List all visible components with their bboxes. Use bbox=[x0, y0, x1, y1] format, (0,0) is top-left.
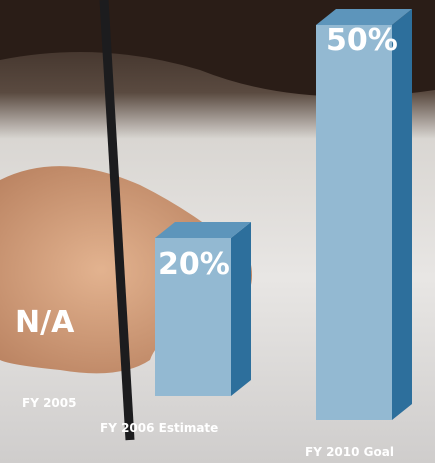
bar-top bbox=[316, 9, 412, 25]
bar-side bbox=[231, 222, 251, 396]
bar-front bbox=[155, 238, 231, 396]
value-label: 20% bbox=[158, 247, 230, 282]
bar-top bbox=[155, 222, 251, 238]
bar bbox=[155, 222, 251, 396]
bar bbox=[316, 9, 412, 420]
category-label: FY 2010 Goal bbox=[305, 445, 394, 459]
bar-front bbox=[316, 25, 392, 420]
category-label: FY 2006 Estimate bbox=[100, 421, 218, 435]
value-label: N/A bbox=[15, 305, 75, 340]
bar-side bbox=[392, 9, 412, 420]
value-label: 50% bbox=[326, 23, 398, 58]
category-label: FY 2005 bbox=[22, 396, 76, 410]
